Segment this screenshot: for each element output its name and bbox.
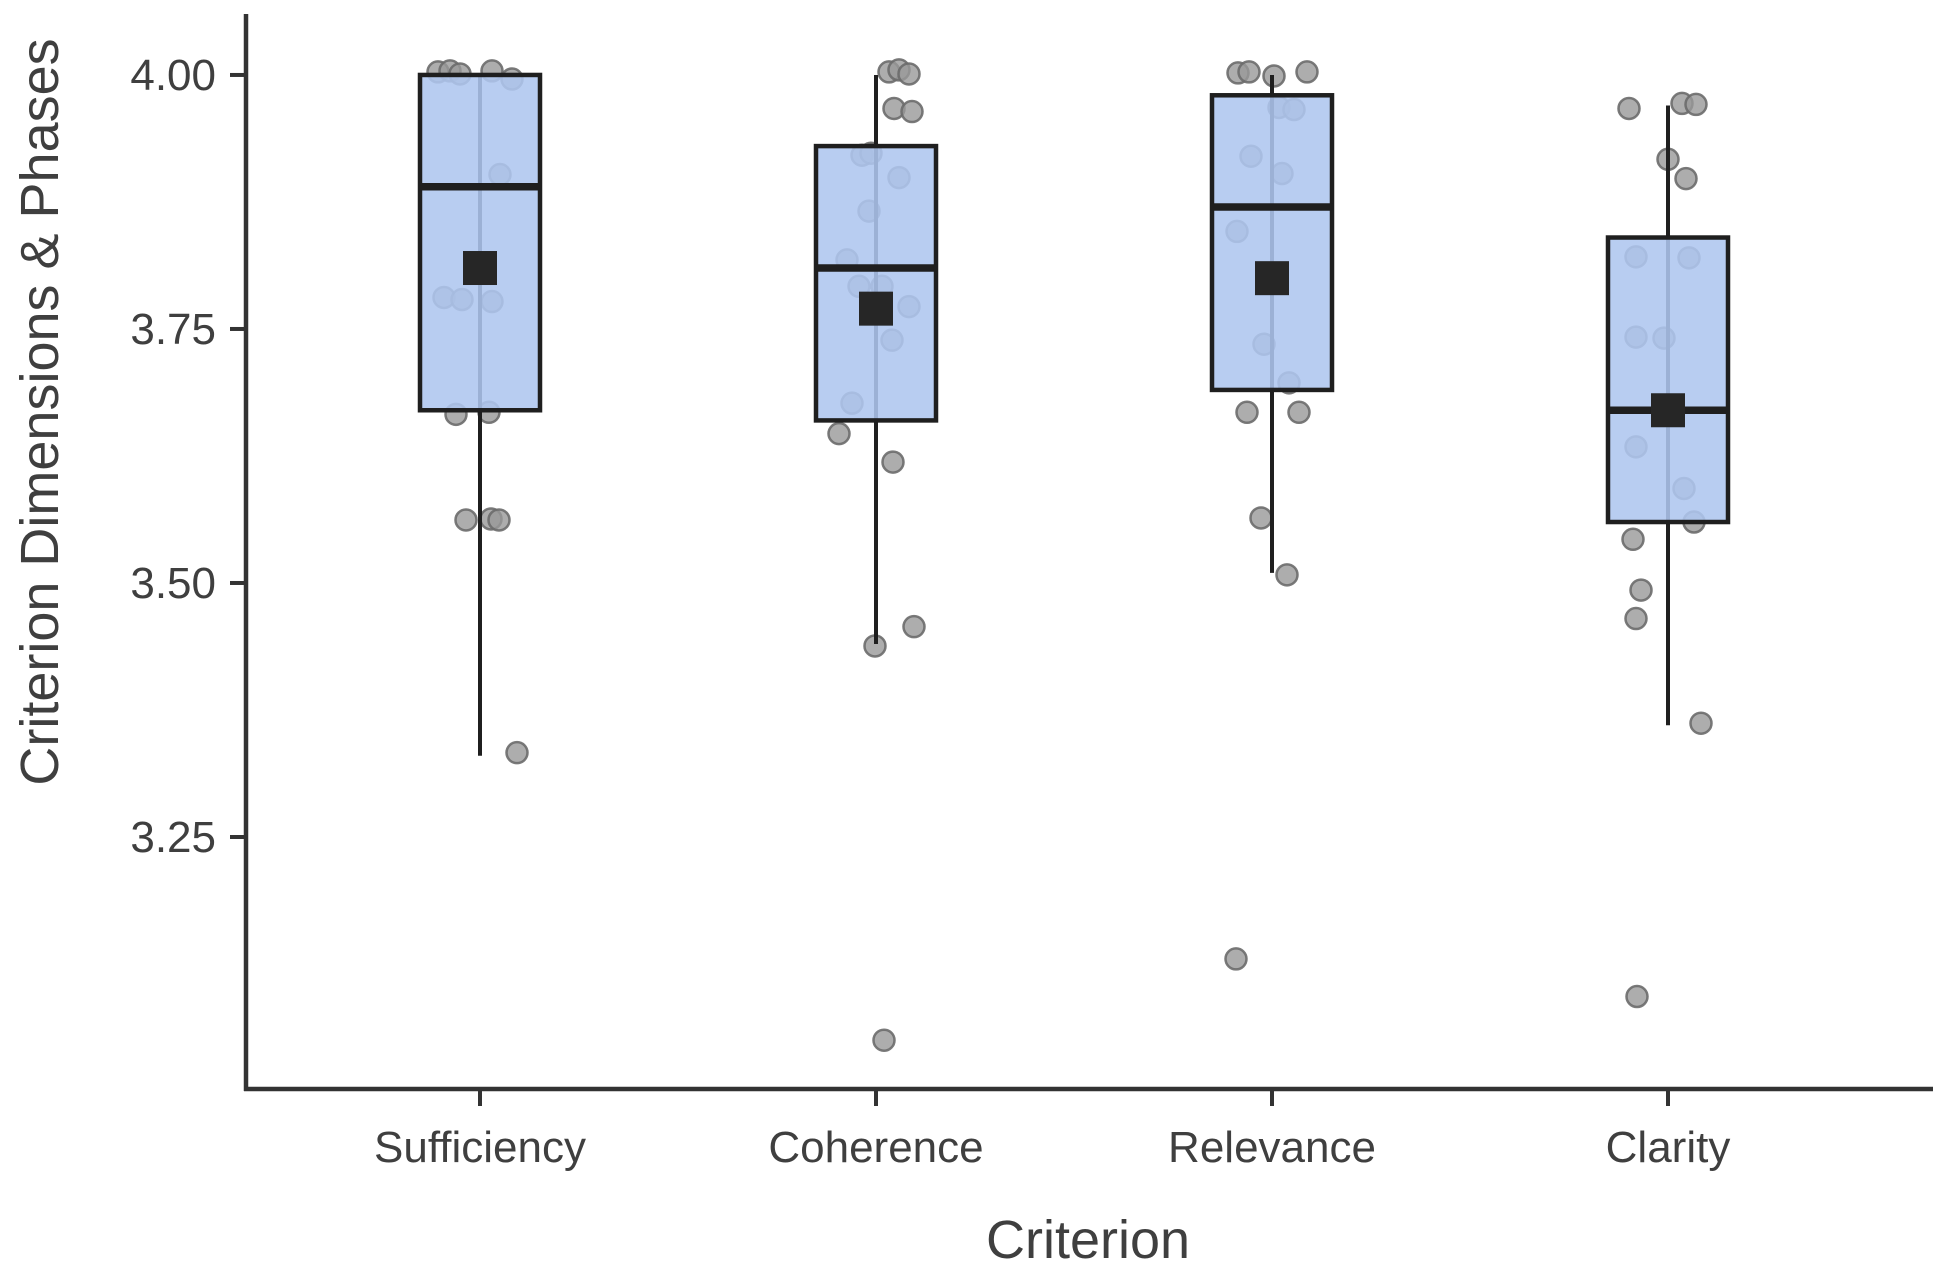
jitter-point	[1295, 60, 1319, 84]
x-tick-label: Clarity	[1606, 1123, 1731, 1172]
jitter-point	[1684, 92, 1708, 117]
jitter-point	[1621, 527, 1645, 552]
mean-square	[1651, 393, 1685, 428]
y-tick-label: 3.50	[130, 559, 216, 608]
x-tick-label: Relevance	[1168, 1123, 1376, 1172]
jitter-point	[881, 450, 905, 474]
y-tick-label: 3.25	[130, 813, 216, 862]
jitter-point	[1617, 96, 1641, 121]
jitter-point	[1237, 60, 1261, 84]
boxes-layer	[417, 72, 1731, 756]
jitter-point	[1275, 563, 1299, 587]
mean-square	[859, 291, 893, 326]
mean-square	[1255, 261, 1289, 296]
jitter-point	[1624, 606, 1648, 631]
jitter-points-layer	[426, 58, 1713, 1052]
jitter-point	[454, 508, 478, 532]
jitter-point	[505, 740, 529, 765]
x-tick-label: Coherence	[768, 1123, 983, 1172]
jitter-point	[1287, 400, 1311, 425]
jitter-point	[1224, 947, 1248, 971]
x-axis-title: Criterion	[986, 1210, 1190, 1270]
jitter-point	[897, 62, 921, 86]
jitter-point	[827, 421, 851, 446]
axes-layer: 4.00 3.75 3.50 3.25 Sufficiency Coherence Rele…	[130, 14, 1933, 1172]
y-tick-label: 3.75	[130, 305, 216, 354]
box-rect	[1605, 235, 1731, 525]
jitter-point	[1625, 984, 1649, 1009]
x-tick-label: Sufficiency	[374, 1123, 586, 1172]
jitter-point	[1689, 711, 1713, 735]
jitter-point	[900, 99, 924, 124]
y-tick-label: 4.00	[130, 51, 216, 100]
y-axis-title: Criterion Dimensions & Phases	[10, 38, 70, 785]
jitter-point	[1235, 400, 1259, 425]
jitter-point	[902, 614, 926, 639]
jitter-point	[1249, 506, 1273, 530]
jitter-point	[872, 1028, 896, 1052]
box-rect	[417, 72, 543, 413]
jitter-point	[1674, 166, 1698, 191]
box-rect	[1209, 93, 1335, 393]
jitter-point	[1629, 578, 1653, 602]
box-rect	[813, 143, 939, 423]
jitter-point	[487, 508, 511, 532]
mean-square	[463, 251, 497, 286]
